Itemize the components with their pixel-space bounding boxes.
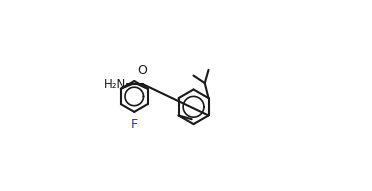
Text: H₂N: H₂N	[104, 78, 126, 91]
Text: F: F	[131, 117, 138, 130]
Text: O: O	[138, 64, 147, 77]
